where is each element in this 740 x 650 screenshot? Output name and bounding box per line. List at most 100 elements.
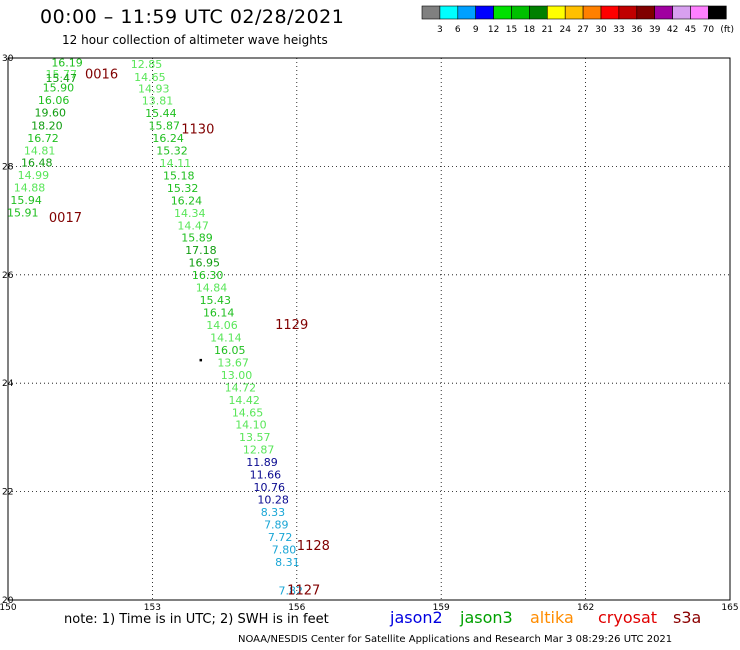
- swh-value-track-b: 15.32: [167, 182, 199, 195]
- swh-value-track-a: 16.72: [27, 132, 59, 145]
- color-scale-tick-label: 6: [455, 25, 461, 35]
- longitude-tick-label: 156: [288, 603, 305, 613]
- swh-value-track-a: 15.91: [7, 206, 39, 219]
- swh-value-track-b: 15.18: [163, 169, 195, 182]
- swh-value-track-b: 16.30: [192, 269, 224, 282]
- latitude-tick-label: 28: [2, 162, 14, 172]
- swh-value-track-b: 11.89: [246, 456, 278, 469]
- color-scale-tick-label: 39: [649, 25, 661, 35]
- swh-value-track-b: 14.11: [160, 157, 192, 170]
- swh-value-track-b: 16.95: [189, 257, 221, 270]
- time-label: 1130: [181, 122, 214, 137]
- swh-value-track-b: 16.14: [203, 307, 235, 320]
- swh-value-track-a: 15.47: [46, 72, 78, 85]
- latitude-tick-label: 30: [2, 54, 14, 64]
- color-scale-tick-label: 45: [685, 25, 696, 35]
- swh-color-scale: 3 6 9 12 15 18 21 24 27 30 33 36 39 42 45 70 (ft): [421, 5, 734, 35]
- chart-title: 00:00 – 11:59 UTC 02/28/2021: [40, 6, 345, 28]
- latitude-tick-label: 24: [2, 379, 14, 389]
- swh-value-track-b: 17.18: [185, 244, 217, 257]
- swh-value-track-b: 14.65: [232, 406, 264, 419]
- swh-value-track-b: 14.06: [206, 319, 238, 332]
- swh-value-track-b: 13.81: [142, 95, 174, 108]
- swh-value-track-b: 15.32: [156, 144, 188, 157]
- time-label: 0016: [85, 68, 118, 83]
- swh-value-track-b: 15.89: [181, 232, 213, 245]
- swh-value-track-a: 14.81: [24, 144, 56, 157]
- time-label: 1129: [275, 318, 308, 333]
- swh-value-track-b: 7.89: [264, 518, 289, 531]
- longitude-tick-label: 159: [433, 603, 450, 613]
- satellite-legend-altika: altika: [530, 608, 574, 627]
- swh-value-track-b: 13.57: [239, 431, 270, 444]
- latitude-tick-label: 22: [2, 488, 13, 498]
- latitude-tick-label: 20: [2, 596, 14, 606]
- swh-value-track-a: 14.99: [18, 169, 50, 182]
- satellite-legend-jason3: jason3: [460, 608, 513, 627]
- color-scale-tick-label: 3: [437, 25, 443, 35]
- satellite-legend-cryosat: cryosat: [598, 608, 658, 627]
- time-label: 1128: [297, 539, 330, 554]
- swh-value-track-a: 16.19: [51, 57, 83, 70]
- color-scale-tick-label: 42: [667, 25, 678, 35]
- swh-value-track-b: 14.72: [225, 381, 257, 394]
- credit-line: NOAA/NESDIS Center for Satellite Applica…: [238, 634, 673, 645]
- chart-subtitle: 12 hour collection of altimeter wave hei…: [62, 33, 328, 47]
- swh-value-track-a: 15.90: [43, 82, 75, 95]
- swh-value-track-b: 15.43: [200, 294, 232, 307]
- swh-value-track-b: 10.76: [253, 481, 284, 494]
- color-scale-tick-label: 12: [488, 25, 499, 35]
- swh-value-track-b: 13.67: [217, 356, 249, 369]
- color-scale-tick-label: 9: [473, 25, 479, 35]
- latitude-tick-label: 26: [2, 271, 14, 281]
- swh-value-track-b: 11.66: [250, 469, 282, 482]
- swh-value-track-b: 16.05: [214, 344, 246, 357]
- swh-value-track-b: 7.72: [268, 531, 293, 544]
- satellite-legend-s3a: s3a: [673, 608, 702, 627]
- swh-value-track-b: 14.42: [228, 394, 260, 407]
- swh-value-track-a: 18.20: [31, 120, 63, 133]
- swh-value-track-b: 15.44: [145, 107, 177, 120]
- swh-value-track-a: 19.60: [34, 107, 65, 120]
- swh-value-track-a: 16.48: [21, 156, 53, 169]
- swh-value-track-a: 15.94: [10, 194, 42, 207]
- swh-value-track-b: 16.24: [152, 132, 184, 145]
- swh-value-track-b: 12.87: [243, 444, 275, 457]
- color-scale-tick-label: 70: [703, 25, 715, 35]
- longitude-tick-label: 153: [144, 603, 161, 613]
- swh-value-track-a: 16.06: [38, 94, 70, 107]
- swh-value-track-b: 7.80: [272, 543, 297, 556]
- swh-value-track-a: 14.88: [14, 181, 46, 194]
- swh-value-track-b: 12.85: [131, 58, 163, 71]
- swh-value-track-b: 8.31: [275, 556, 300, 569]
- swh-value-track-a: 15.77: [46, 68, 78, 81]
- swh-value-track-b: 13.00: [221, 369, 253, 382]
- longitude-tick-label: 165: [721, 603, 738, 613]
- swh-value-track-b: 14.65: [134, 71, 166, 84]
- color-scale-tick-label: 18: [524, 25, 536, 35]
- swh-value-track-b: 8.33: [261, 506, 286, 519]
- longitude-tick-label: 162: [577, 603, 594, 613]
- swh-value-track-b: 16.24: [171, 194, 203, 207]
- footnote: note: 1) Time is in UTC; 2) SWH is in fe…: [64, 612, 329, 627]
- color-scale-tick-label: 27: [577, 25, 588, 35]
- swh-value-track-b: 14.10: [235, 419, 267, 432]
- observation-marker: [199, 358, 203, 362]
- color-scale-tick-label: 24: [559, 25, 571, 35]
- color-scale-tick-label: 30: [595, 25, 607, 35]
- satellite-legend-jason2: jason2: [390, 608, 443, 627]
- color-scale-tick-label: 15: [506, 25, 517, 35]
- color-swatch: [708, 5, 727, 20]
- color-scale-unit: (ft): [720, 25, 734, 35]
- swh-value-track-b: 14.84: [196, 282, 228, 295]
- time-label: 1127: [287, 584, 320, 599]
- swh-value-track-b: 14.14: [210, 331, 242, 344]
- color-scale-tick-label: 36: [631, 25, 643, 35]
- swh-value-track-b: 14.93: [138, 83, 170, 96]
- color-scale-tick-label: 21: [542, 25, 553, 35]
- swh-value-track-b: 10.28: [257, 494, 289, 507]
- swh-value-track-b: 14.34: [174, 207, 206, 220]
- time-label: 0017: [49, 211, 82, 226]
- longitude-tick-label: 150: [0, 603, 17, 613]
